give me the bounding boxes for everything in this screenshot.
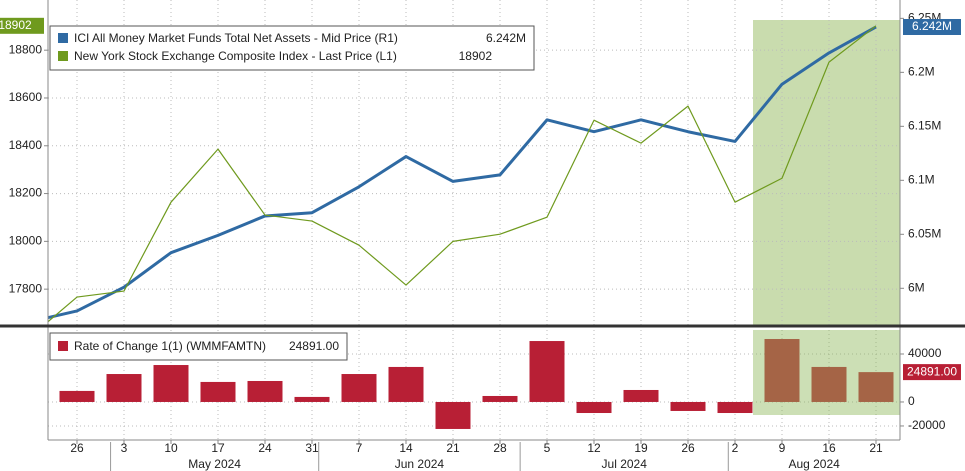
y-tick-label: -20000 (908, 418, 946, 432)
legend-label: New York Stock Exchange Composite Index … (74, 49, 397, 63)
bar (576, 401, 612, 414)
legend-value: 18902 (459, 49, 493, 63)
overlay-layer (753, 330, 900, 415)
x-tick-label: 14 (399, 441, 413, 455)
month-label: Aug 2024 (788, 457, 840, 471)
y2-tick-label: 6.05M (908, 226, 941, 240)
bar (13, 402, 48, 437)
labels-layer: ICI All Money Market Funds Total Net Ass… (0, 11, 961, 471)
x-tick-label: 16 (822, 441, 836, 455)
y-tick-label: 17800 (9, 281, 43, 295)
y2-tick-label: 6M (908, 280, 925, 294)
x-tick-label: 9 (779, 441, 786, 455)
bar (529, 341, 565, 402)
y-tick-label: 18400 (9, 138, 43, 152)
y-tick-label: 18000 (9, 234, 43, 248)
bar-series-group (13, 338, 894, 437)
bar (717, 401, 753, 414)
value-badge (0, 17, 44, 34)
bar (858, 372, 894, 402)
x-tick-label: 24 (258, 441, 272, 455)
x-tick-label: 2 (732, 441, 739, 455)
y2-tick-label: 6.2M (908, 65, 935, 79)
line-series-group (48, 25, 877, 323)
bar (388, 366, 424, 402)
grid-layer (44, 0, 904, 471)
x-tick-label: 12 (587, 441, 601, 455)
bar (435, 401, 471, 429)
value-badge (903, 364, 961, 381)
bar (341, 374, 377, 402)
bar (811, 366, 847, 402)
y-tick-label: 40000 (908, 346, 942, 360)
y-tick-label: 18200 (9, 186, 43, 200)
month-label: May 2024 (188, 457, 241, 471)
bar (247, 380, 283, 402)
bar (153, 365, 189, 402)
bar (106, 374, 142, 402)
legend-label: ICI All Money Market Funds Total Net Ass… (74, 31, 398, 45)
x-tick-label: 26 (70, 441, 84, 455)
x-tick-label: 19 (634, 441, 648, 455)
line-series (48, 25, 877, 320)
y-tick-label: 18600 (9, 90, 43, 104)
month-label: Jun 2024 (395, 457, 445, 471)
legend-value: 6.242M (486, 31, 526, 45)
bar (294, 396, 330, 402)
x-tick-label: 28 (493, 441, 507, 455)
bar (764, 338, 800, 402)
x-tick-label: 10 (164, 441, 178, 455)
x-tick-label: 21 (869, 441, 883, 455)
bar (200, 381, 236, 402)
legend-swatch (58, 33, 68, 43)
legend-box (49, 332, 348, 361)
legend-label: Rate of Change 1(1) (WMMFAMTN) (74, 339, 266, 353)
bar (59, 390, 95, 402)
legend-swatch (58, 341, 68, 351)
value-badge-label: 18902 (0, 18, 32, 32)
x-tick-label: 31 (305, 441, 319, 455)
value-badge-label: 6.242M (912, 19, 952, 33)
month-label: Jul 2024 (602, 457, 648, 471)
x-tick-label: 17 (211, 441, 225, 455)
bar (482, 395, 518, 402)
x-tick-label: 21 (446, 441, 460, 455)
legend-swatch (58, 51, 68, 61)
line-series (48, 25, 877, 323)
x-tick-label: 3 (121, 441, 128, 455)
plot-layer (13, 25, 894, 437)
bar (670, 401, 706, 411)
highlight-region (753, 20, 900, 325)
bar (623, 389, 659, 402)
x-tick-label: 26 (681, 441, 695, 455)
legend-value: 24891.00 (289, 339, 339, 353)
value-badge-label: 24891.00 (907, 364, 957, 378)
axes-layer (0, 0, 965, 441)
highlight-region (753, 330, 900, 415)
legend-box (49, 25, 535, 71)
x-tick-label: 5 (544, 441, 551, 455)
y2-tick-label: 6.1M (908, 172, 935, 186)
x-tick-label: 7 (356, 441, 363, 455)
background-layer (753, 20, 900, 325)
y2-tick-label: 6.15M (908, 119, 941, 133)
y-tick-label: 18800 (9, 42, 43, 56)
y-tick-label: 0 (908, 394, 915, 408)
value-badge (903, 18, 961, 35)
